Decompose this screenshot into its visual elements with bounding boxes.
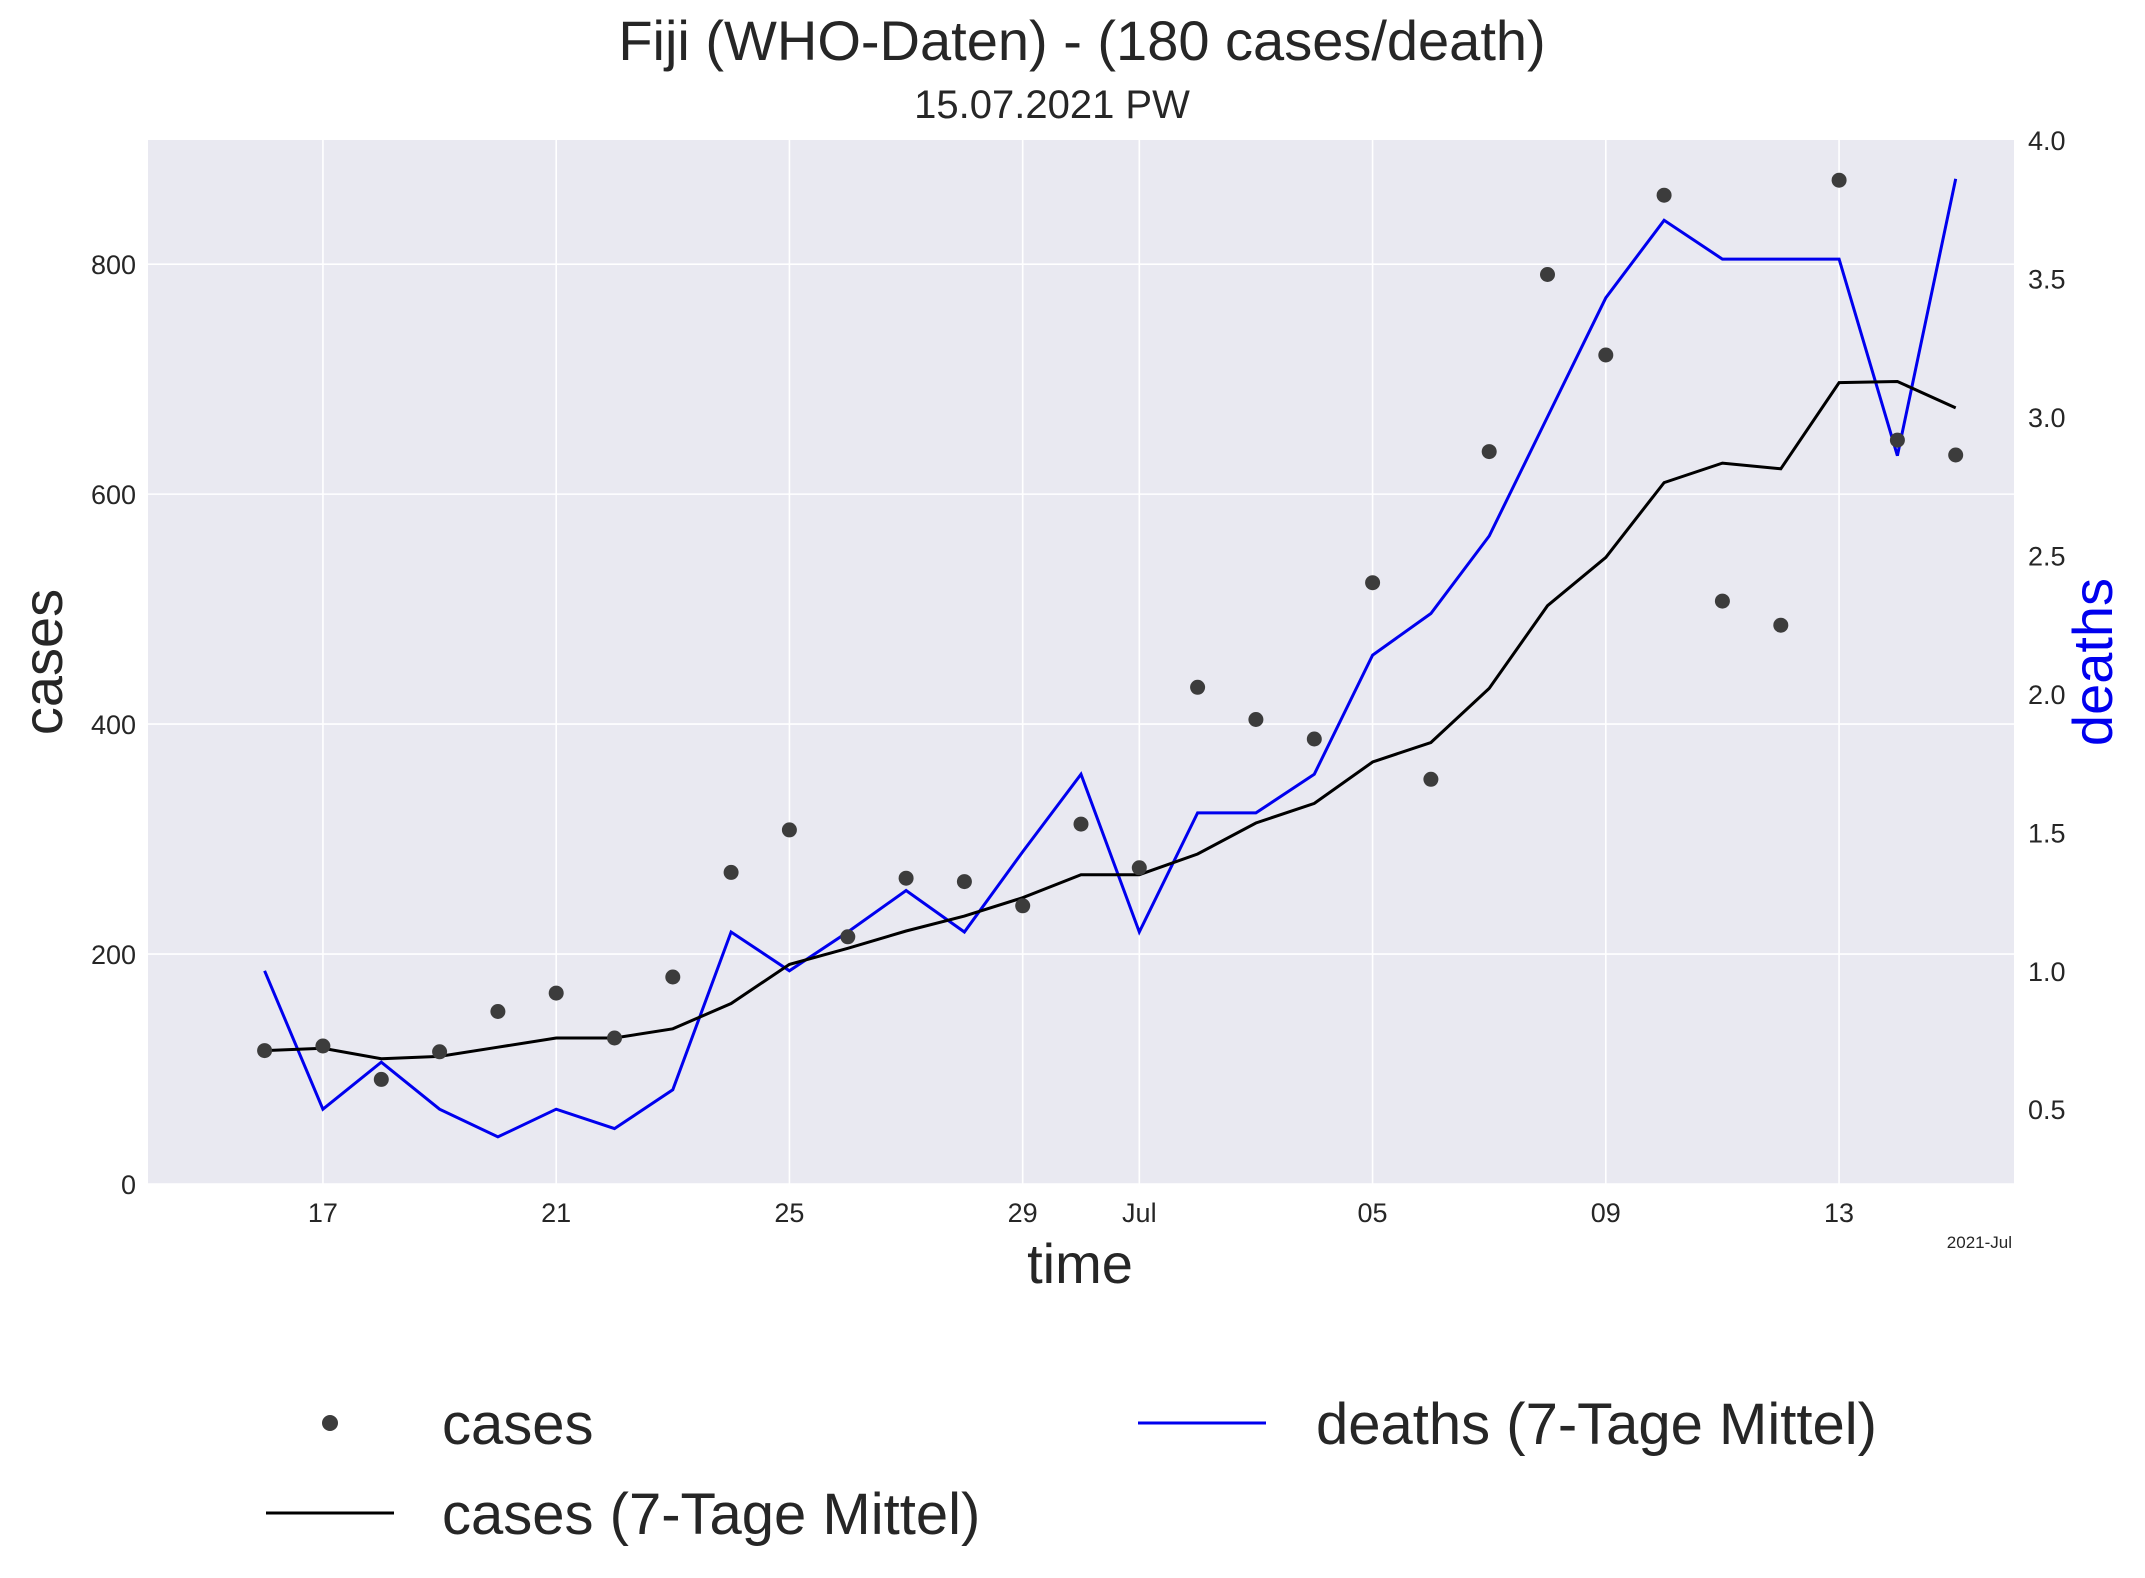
y2-tick-label: 1.0 (2028, 957, 2066, 987)
y-tick-label: 600 (91, 480, 136, 510)
x-tick-label: 25 (774, 1198, 804, 1228)
x-tick-label: Jul (1122, 1198, 1157, 1228)
cases-point (723, 864, 739, 880)
cases-point (1831, 172, 1847, 188)
cases-point (1306, 731, 1322, 747)
cases-mean-line (264, 379, 1957, 1061)
y2-tick-label: 3.5 (2028, 264, 2066, 294)
plot-area (148, 140, 2014, 1184)
series-layer (257, 172, 1964, 1139)
legend: cases cases (7-Tage Mittel) deaths (7-Ta… (266, 1392, 1877, 1547)
x-axis-label: time (1027, 1232, 1133, 1295)
x-tick-label: 09 (1591, 1198, 1621, 1228)
cases-point (1481, 444, 1497, 460)
y-tick-label: 200 (91, 940, 136, 970)
legend-cases-label: cases (442, 1392, 594, 1457)
y2-tick-label: 2.0 (2028, 680, 2066, 710)
cases-point (1365, 575, 1381, 591)
x-tick-label: 13 (1824, 1198, 1854, 1228)
legend-deaths-mean-label: deaths (7-Tage Mittel) (1316, 1392, 1877, 1457)
cases-point (315, 1038, 331, 1054)
cases-point (1948, 447, 1964, 463)
cases-point (1773, 617, 1789, 633)
cases-point (1540, 267, 1555, 282)
legend-cases-mean-label: cases (7-Tage Mittel) (442, 1482, 980, 1547)
x-axis-ticks: 17 21 25 29 Jul 05 09 13 (308, 1198, 1854, 1228)
cases-point (1889, 432, 1905, 448)
left-axis-ticks: 0 200 400 600 800 (91, 250, 136, 1200)
cases-point (781, 822, 797, 838)
cases-point (1598, 347, 1614, 363)
legend-cases-marker (322, 1415, 338, 1431)
deaths-mean-line (263, 178, 1958, 1139)
y2-tick-label: 3.0 (2028, 403, 2066, 433)
y2-axis-label: deaths (2061, 578, 2124, 746)
cases-point (548, 985, 564, 1001)
y2-tick-label: 1.5 (2028, 818, 2066, 848)
chart-title: Fiji (WHO-Daten) - (180 cases/death) (618, 9, 1545, 72)
y-tick-label: 400 (91, 710, 136, 740)
y2-tick-label: 2.5 (2028, 541, 2066, 571)
cases-point (373, 1071, 389, 1087)
y-tick-label: 800 (91, 250, 136, 280)
cases-point (1015, 898, 1031, 914)
x-tick-label: 05 (1358, 1198, 1388, 1228)
cases-point (1423, 771, 1439, 787)
x-axis-corner-label: 2021-Jul (1947, 1233, 2012, 1252)
x-tick-label: 29 (1008, 1198, 1038, 1228)
cases-point (1190, 679, 1206, 695)
cases-point (257, 1043, 273, 1059)
cases-point (432, 1044, 448, 1060)
y2-tick-label: 0.5 (2028, 1095, 2066, 1125)
chart-subtitle: 15.07.2021 PW (914, 83, 1190, 127)
cases-point (956, 874, 972, 890)
y-tick-label: 0 (121, 1170, 136, 1200)
cases-point (607, 1030, 622, 1046)
cases-point (1714, 593, 1730, 609)
x-tick-label: 17 (308, 1198, 338, 1228)
gridlines (148, 140, 2014, 1185)
cases-point (1248, 712, 1264, 727)
right-axis-ticks: 0.5 1.0 1.5 2.0 2.5 3.0 3.5 4.0 (2028, 126, 2066, 1125)
cases-point (898, 870, 914, 886)
cases-point (1131, 860, 1147, 876)
cases-point (490, 1004, 506, 1019)
cases-point (1656, 187, 1672, 203)
cases-point (665, 969, 681, 985)
y-axis-label: cases (11, 589, 74, 735)
x-tick-label: 21 (541, 1198, 571, 1228)
cases-point (1073, 816, 1089, 832)
cases-point (840, 929, 856, 945)
y2-tick-label: 4.0 (2028, 126, 2066, 156)
